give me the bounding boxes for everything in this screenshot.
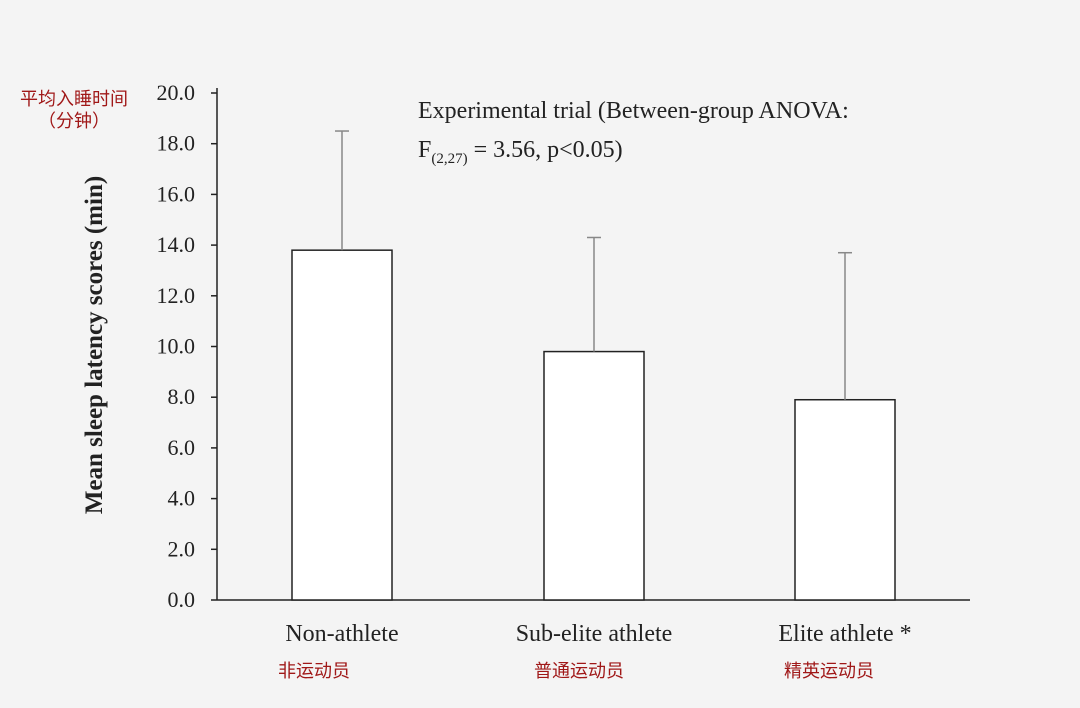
x-category-label: Sub-elite athlete [516, 621, 673, 647]
anova-f-value: = 3.56, p<0.05) [468, 137, 623, 163]
y-tick-label: 2.0 [168, 536, 196, 561]
y-tick-label: 8.0 [168, 384, 196, 409]
y-tick-label: 16.0 [157, 181, 196, 206]
x-category-label-cn: 精英运动员 [784, 661, 874, 682]
bar [794, 398, 896, 601]
y-tick-label: 4.0 [168, 486, 196, 511]
bar [291, 249, 393, 601]
y-tick-label: 20.0 [157, 80, 196, 105]
anova-f-label: F [418, 137, 431, 163]
anova-annotation-line1: Experimental trial (Between-group ANOVA: [418, 98, 849, 124]
y-tick-label: 0.0 [168, 587, 196, 612]
y-tick-label: 10.0 [157, 334, 196, 359]
bar [543, 350, 645, 601]
y-tick-label: 14.0 [157, 232, 196, 257]
ylabel-cn-line2: （分钟） [38, 111, 110, 132]
y-tick-label: 18.0 [157, 131, 196, 156]
x-category-label: Non-athlete [285, 621, 398, 647]
x-category-label: Elite athlete * [778, 621, 911, 647]
ylabel-cn-line1: 平均入睡时间 [20, 89, 128, 110]
x-category-label-cn: 普通运动员 [534, 661, 624, 682]
y-axis-title: Mean sleep latency scores (min) [81, 176, 108, 514]
y-tick-label: 6.0 [168, 435, 196, 460]
x-category-label-cn: 非运动员 [278, 661, 350, 682]
anova-annotation-line2: F(2,27) = 3.56, p<0.05) [418, 137, 623, 167]
anova-f-subscript: (2,27) [431, 151, 467, 167]
y-tick-label: 12.0 [157, 283, 196, 308]
